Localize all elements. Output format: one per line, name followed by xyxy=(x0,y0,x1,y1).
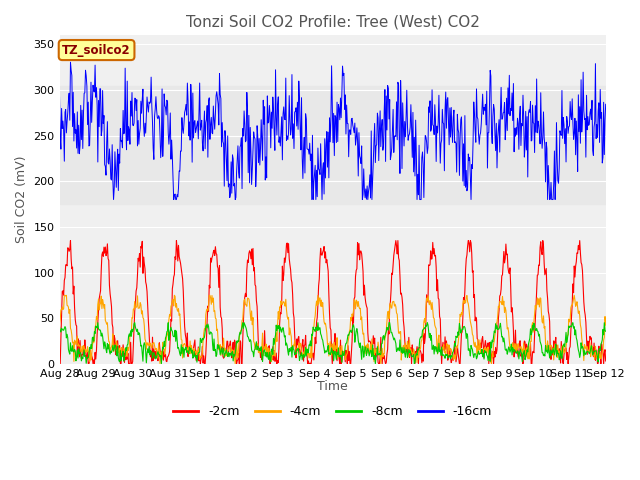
Title: Tonzi Soil CO2 Profile: Tree (West) CO2: Tonzi Soil CO2 Profile: Tree (West) CO2 xyxy=(186,15,479,30)
X-axis label: Time: Time xyxy=(317,380,348,393)
Bar xyxy=(60,85,605,204)
Text: TZ_soilco2: TZ_soilco2 xyxy=(62,44,131,57)
Legend: -2cm, -4cm, -8cm, -16cm: -2cm, -4cm, -8cm, -16cm xyxy=(168,400,497,423)
Y-axis label: Soil CO2 (mV): Soil CO2 (mV) xyxy=(15,156,28,243)
